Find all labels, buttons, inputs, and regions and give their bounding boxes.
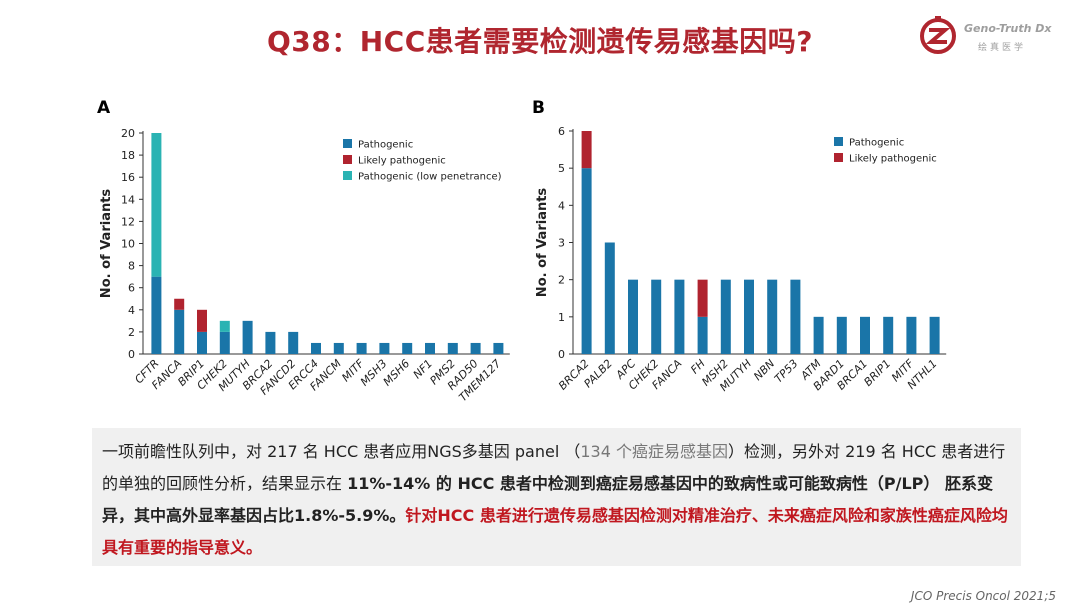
y-tick-label-b: 1 bbox=[558, 311, 565, 324]
panel-label-a: A bbox=[97, 98, 111, 118]
bar-a-cftr-s0 bbox=[151, 276, 162, 354]
y-tick-label-b: 0 bbox=[558, 348, 565, 361]
legend-label-a-2: Pathogenic (low penetrance) bbox=[358, 172, 502, 183]
summary-conclusion: 针对HCC 患者进行遗传易感基因检测对精准治疗、未来癌症风险和家族性癌症风险均具… bbox=[102, 506, 1008, 557]
citation: JCO Precis Oncol 2021;5 bbox=[910, 589, 1056, 603]
summary-part-2: ）检测，另外对 219 名 HCC 患者进行的单独的回顾性分析，结果显示在 bbox=[102, 442, 1006, 493]
y-tick-label-a: 16 bbox=[121, 171, 135, 184]
legend-swatch-a-2 bbox=[343, 171, 352, 180]
legend-swatch-a-0 bbox=[343, 139, 352, 148]
y-tick-label-a: 10 bbox=[121, 238, 135, 251]
y-axis-title-b: No. of Variants bbox=[535, 188, 550, 298]
y-tick-label-a: 14 bbox=[121, 193, 135, 206]
y-tick-label-a: 2 bbox=[128, 326, 135, 339]
legend-swatch-b-0 bbox=[834, 137, 843, 146]
bar-a-nf1-s0 bbox=[425, 342, 435, 354]
bar-a-msh3-s0 bbox=[379, 342, 390, 354]
bar-a-cftr-s2 bbox=[151, 133, 162, 277]
page-title: Q38：HCC患者需要检测遗传易感基因吗? bbox=[266, 25, 814, 58]
bar-b-fanca-s0 bbox=[674, 279, 685, 354]
summary-part-1: 一项前瞻性队列中，对 217 名 HCC 患者应用NGS多基因 panel （ bbox=[102, 442, 581, 461]
y-tick-label-a: 0 bbox=[128, 348, 135, 361]
y-tick-label-a: 18 bbox=[121, 149, 135, 162]
bar-b-mitf-s0 bbox=[906, 316, 917, 354]
x-tick-label-a: MSH6 bbox=[381, 357, 413, 389]
bar-b-fh-s1 bbox=[697, 279, 708, 317]
summary-gene-count: 134 个癌症易感基因 bbox=[580, 442, 728, 461]
panel-label-b: B bbox=[532, 98, 545, 118]
y-tick-label-a: 8 bbox=[128, 260, 135, 273]
y-tick-label-b: 6 bbox=[558, 125, 565, 138]
y-tick-label-a: 6 bbox=[128, 282, 135, 295]
y-tick-label-b: 3 bbox=[558, 237, 565, 250]
x-tick-label-b: NBN bbox=[751, 357, 777, 383]
legend-label-b-0: Pathogenic bbox=[849, 138, 904, 149]
x-tick-label-b: TP53 bbox=[772, 357, 801, 386]
logo-chinese: 绘真医学 bbox=[978, 43, 1027, 53]
summary-box: 一项前瞻性队列中，对 217 名 HCC 患者应用NGS多基因 panel （1… bbox=[92, 428, 1021, 566]
bar-b-chek2-s0 bbox=[651, 279, 662, 354]
bar-a-tmem127-s0 bbox=[493, 342, 504, 354]
bar-b-bard1-s0 bbox=[836, 316, 847, 354]
y-tick-label-a: 12 bbox=[121, 215, 135, 228]
bar-b-msh2-s0 bbox=[720, 279, 731, 354]
y-axis-title-a: No. of Variants bbox=[99, 189, 114, 299]
y-tick-label-b: 2 bbox=[558, 274, 565, 287]
logo-english: Geno-Truth Dx bbox=[964, 22, 1052, 35]
bar-a-brip1-s1 bbox=[197, 309, 207, 332]
legend-label-b-1: Likely pathogenic bbox=[849, 154, 937, 165]
bar-a-rad50-s0 bbox=[470, 342, 481, 354]
bar-a-fancd2-s0 bbox=[288, 331, 299, 354]
bar-a-mutyh-s0 bbox=[242, 320, 253, 354]
bar-b-nbn-s0 bbox=[767, 279, 778, 354]
bar-b-nthl1-s0 bbox=[929, 316, 940, 354]
bar-a-fancm-s0 bbox=[333, 342, 344, 354]
bar-a-brip1-s0 bbox=[197, 331, 207, 354]
y-tick-label-b: 5 bbox=[558, 162, 565, 175]
bar-b-palb2-s0 bbox=[604, 242, 615, 354]
bar-a-pms2-s0 bbox=[447, 342, 458, 354]
legend-swatch-b-1 bbox=[834, 153, 843, 162]
bar-a-msh6-s0 bbox=[402, 342, 413, 354]
legend-swatch-a-1 bbox=[343, 155, 352, 164]
legend-label-a-0: Pathogenic bbox=[358, 140, 413, 151]
y-tick-label-b: 4 bbox=[558, 199, 565, 212]
bar-a-chek2-s0 bbox=[219, 331, 230, 354]
bar-b-brip1-s0 bbox=[883, 316, 894, 354]
y-tick-label-a: 4 bbox=[128, 304, 135, 317]
bar-a-fanca-s0 bbox=[174, 309, 185, 354]
bar-b-brca2-s0 bbox=[581, 168, 592, 354]
bar-b-atm-s0 bbox=[813, 316, 824, 354]
bar-b-mutyh-s0 bbox=[744, 279, 754, 354]
x-tick-label-b: BRIP1 bbox=[861, 357, 893, 389]
bar-b-apc-s0 bbox=[628, 279, 638, 354]
bar-b-fh-s0 bbox=[697, 316, 708, 354]
legend-label-a-1: Likely pathogenic bbox=[358, 156, 446, 167]
bar-b-tp53-s0 bbox=[790, 279, 801, 354]
bar-b-brca2-s1 bbox=[581, 131, 592, 169]
bar-b-brca1-s0 bbox=[860, 316, 870, 354]
company-logo: Geno-Truth Dx 绘真医学 bbox=[918, 14, 1058, 62]
bar-a-mitf-s0 bbox=[356, 342, 367, 354]
summary-text: 一项前瞻性队列中，对 217 名 HCC 患者应用NGS多基因 panel （1… bbox=[102, 436, 1014, 564]
bar-a-ercc4-s0 bbox=[311, 342, 321, 354]
y-tick-label-a: 20 bbox=[121, 127, 135, 140]
bar-a-brca2-s0 bbox=[265, 331, 276, 354]
summary-findings: 11%-14% 的 HCC 患者中检测到癌症易感基因中的致病性或可能致病性（P/… bbox=[102, 474, 993, 525]
bar-a-fanca-s1 bbox=[174, 298, 185, 310]
logo-mark-icon bbox=[920, 16, 956, 54]
bar-a-chek2-s2 bbox=[219, 320, 230, 332]
